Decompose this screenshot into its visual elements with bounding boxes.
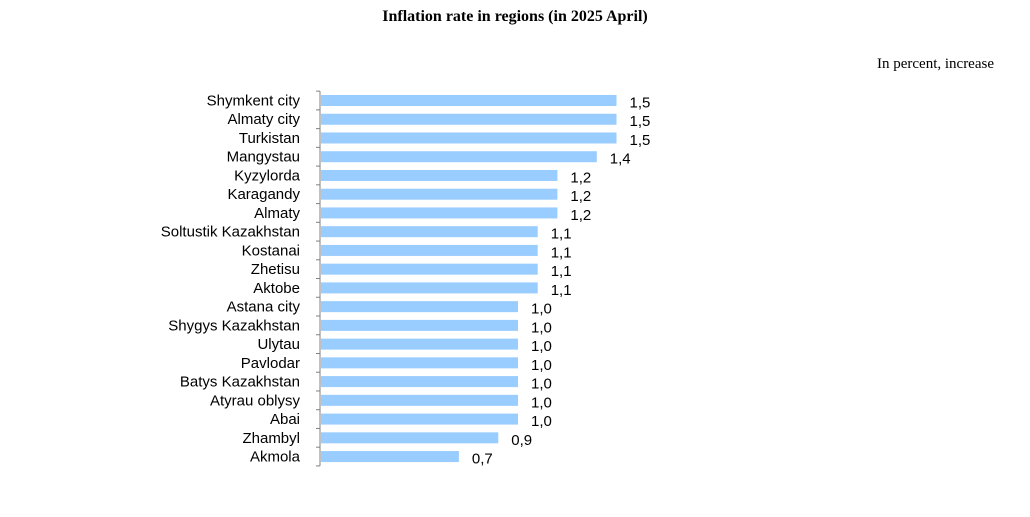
- category-label: Zhetisu: [251, 261, 300, 278]
- value-label: 1,1: [551, 226, 572, 243]
- bar: [321, 413, 518, 425]
- chart-title: Inflation rate in regions (in 2025 April…: [382, 8, 648, 25]
- category-label: Ulytau: [257, 336, 300, 353]
- category-label: Almaty: [254, 205, 300, 222]
- category-label: Mangystau: [227, 149, 300, 166]
- bar: [321, 432, 499, 444]
- category-label: Pavlodar: [241, 355, 300, 372]
- bar: [321, 113, 617, 125]
- value-label: 1,0: [531, 301, 552, 318]
- bar: [321, 169, 558, 181]
- bar: [321, 451, 459, 463]
- category-label: Kyzylorda: [234, 167, 301, 184]
- value-label: 1,5: [630, 95, 651, 112]
- bar: [321, 132, 617, 144]
- value-label: 1,4: [610, 151, 631, 168]
- value-label: 1,0: [531, 319, 552, 336]
- category-label: Astana city: [227, 299, 301, 316]
- category-label: Akmola: [250, 449, 301, 466]
- bar: [321, 151, 597, 163]
- category-label: Karagandy: [227, 186, 300, 203]
- category-label: Atyrau oblysy: [210, 392, 301, 409]
- category-label: Zhambyl: [242, 430, 300, 447]
- bar: [321, 357, 518, 369]
- category-label: Abai: [270, 411, 300, 428]
- category-label: Shymkent city: [207, 93, 301, 110]
- value-labels-group: 1,51,51,51,41,21,21,21,11,11,11,11,01,01…: [472, 95, 650, 468]
- value-label: 1,0: [531, 413, 552, 430]
- value-label: 1,0: [531, 357, 552, 374]
- value-label: 1,0: [531, 338, 552, 355]
- bar: [321, 338, 518, 350]
- bar: [321, 188, 558, 200]
- value-label: 1,0: [531, 394, 552, 411]
- category-label: Aktobe: [253, 280, 300, 297]
- bar: [321, 394, 518, 406]
- value-label: 1,1: [551, 244, 572, 261]
- bar: [321, 319, 518, 331]
- bar: [321, 95, 617, 106]
- value-label: 1,5: [630, 113, 651, 130]
- category-label: Almaty city: [227, 111, 300, 128]
- category-label: Kostanai: [242, 242, 300, 259]
- bar: [321, 244, 538, 256]
- value-label: 0,7: [472, 451, 493, 468]
- value-label: 1,2: [570, 188, 591, 205]
- category-label: Shygys Kazakhstan: [168, 317, 300, 334]
- value-label: 1,1: [551, 263, 572, 280]
- value-label: 1,0: [531, 376, 552, 393]
- bars-group: [321, 95, 617, 463]
- bar: [321, 226, 538, 238]
- unit-note: In percent, increase: [876, 56, 994, 72]
- value-label: 1,2: [570, 169, 591, 186]
- category-label: Soltustik Kazakhstan: [161, 224, 300, 241]
- bar: [321, 376, 518, 388]
- category-label: Turkistan: [239, 130, 300, 147]
- category-label: Batys Kazakhstan: [180, 374, 300, 391]
- bar: [321, 282, 538, 294]
- value-label: 1,1: [551, 282, 572, 299]
- bar: [321, 263, 538, 275]
- axis-group: [316, 90, 321, 467]
- bar: [321, 301, 518, 313]
- bar: [321, 207, 558, 219]
- value-label: 1,2: [570, 207, 591, 224]
- value-label: 1,5: [630, 132, 651, 149]
- value-label: 0,9: [511, 432, 532, 449]
